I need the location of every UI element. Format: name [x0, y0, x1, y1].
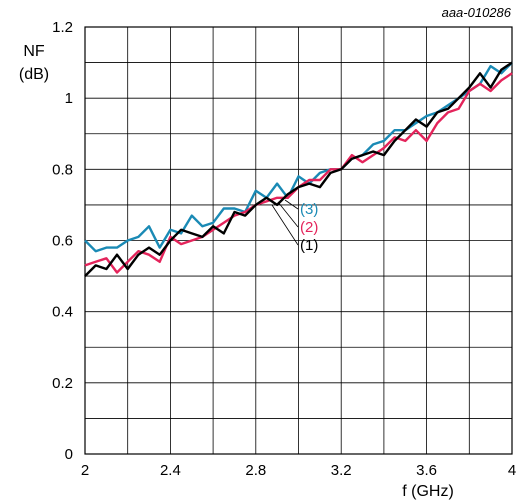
y-tick-label: 0 [65, 446, 73, 463]
y-axis-label-line1: NF [23, 43, 45, 60]
y-tick-label: 0.8 [52, 161, 73, 178]
y-tick-label: 0.4 [52, 304, 73, 321]
y-tick-label: 0.6 [52, 233, 73, 250]
x-tick-label: 2.4 [160, 462, 181, 479]
y-tick-label: 1.2 [52, 19, 73, 36]
series-lines [84, 61, 513, 277]
series-label-leaders [271, 199, 299, 246]
series-label-1: (1) [300, 237, 318, 254]
y-tick-label: 1 [65, 90, 73, 107]
leader-line-3 [284, 199, 299, 210]
figure-id: aaa-010286 [442, 5, 512, 20]
x-tick-label: 4 [508, 462, 516, 479]
leader-line-1 [271, 204, 299, 246]
x-axis-label: f (GHz) [402, 483, 454, 500]
y-tick-labels: 0 0.2 0.4 0.6 0.8 1 1.2 [52, 19, 73, 463]
series-line-1 [84, 61, 513, 277]
x-tick-label: 3.2 [331, 462, 352, 479]
leader-line-2 [277, 201, 299, 228]
x-tick-label: 2 [81, 462, 89, 479]
grid [85, 27, 512, 454]
x-tick-label: 2.8 [245, 462, 266, 479]
x-tick-label: 3.6 [416, 462, 437, 479]
y-tick-label: 0.2 [52, 375, 73, 392]
x-tick-labels: 2 2.4 2.8 3.2 3.6 4 [81, 462, 516, 479]
series-label-3: (3) [300, 201, 318, 218]
y-axis-label-line2: (dB) [19, 66, 49, 83]
series-label-2: (2) [300, 219, 318, 236]
